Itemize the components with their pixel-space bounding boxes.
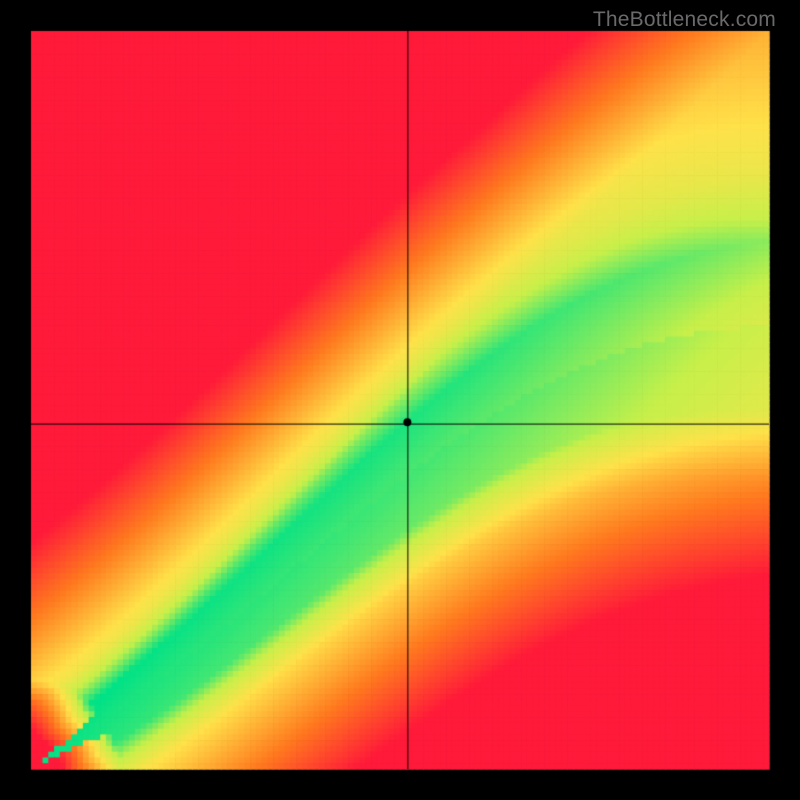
watermark-text: TheBottleneck.com: [593, 8, 776, 32]
bottleneck-heatmap: [0, 0, 800, 800]
chart-container: TheBottleneck.com: [0, 0, 800, 800]
